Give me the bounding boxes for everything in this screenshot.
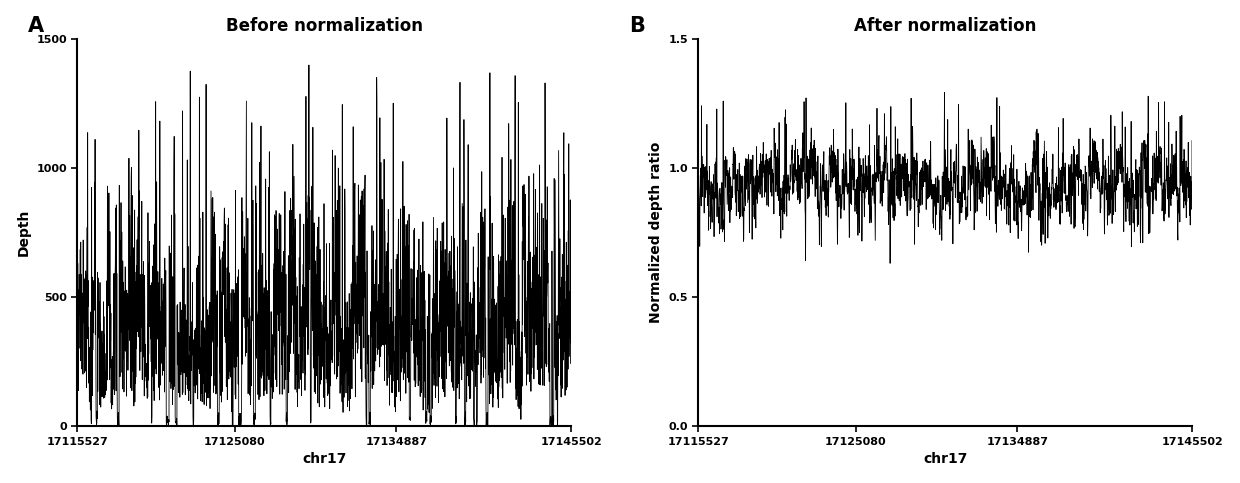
Text: A: A [27, 16, 43, 36]
Text: B: B [629, 16, 645, 36]
Title: After normalization: After normalization [854, 17, 1037, 35]
X-axis label: chr17: chr17 [923, 453, 967, 466]
Title: Before normalization: Before normalization [226, 17, 423, 35]
X-axis label: chr17: chr17 [303, 453, 346, 466]
Y-axis label: Normalized depth ratio: Normalized depth ratio [649, 142, 662, 323]
Y-axis label: Depth: Depth [16, 209, 31, 256]
